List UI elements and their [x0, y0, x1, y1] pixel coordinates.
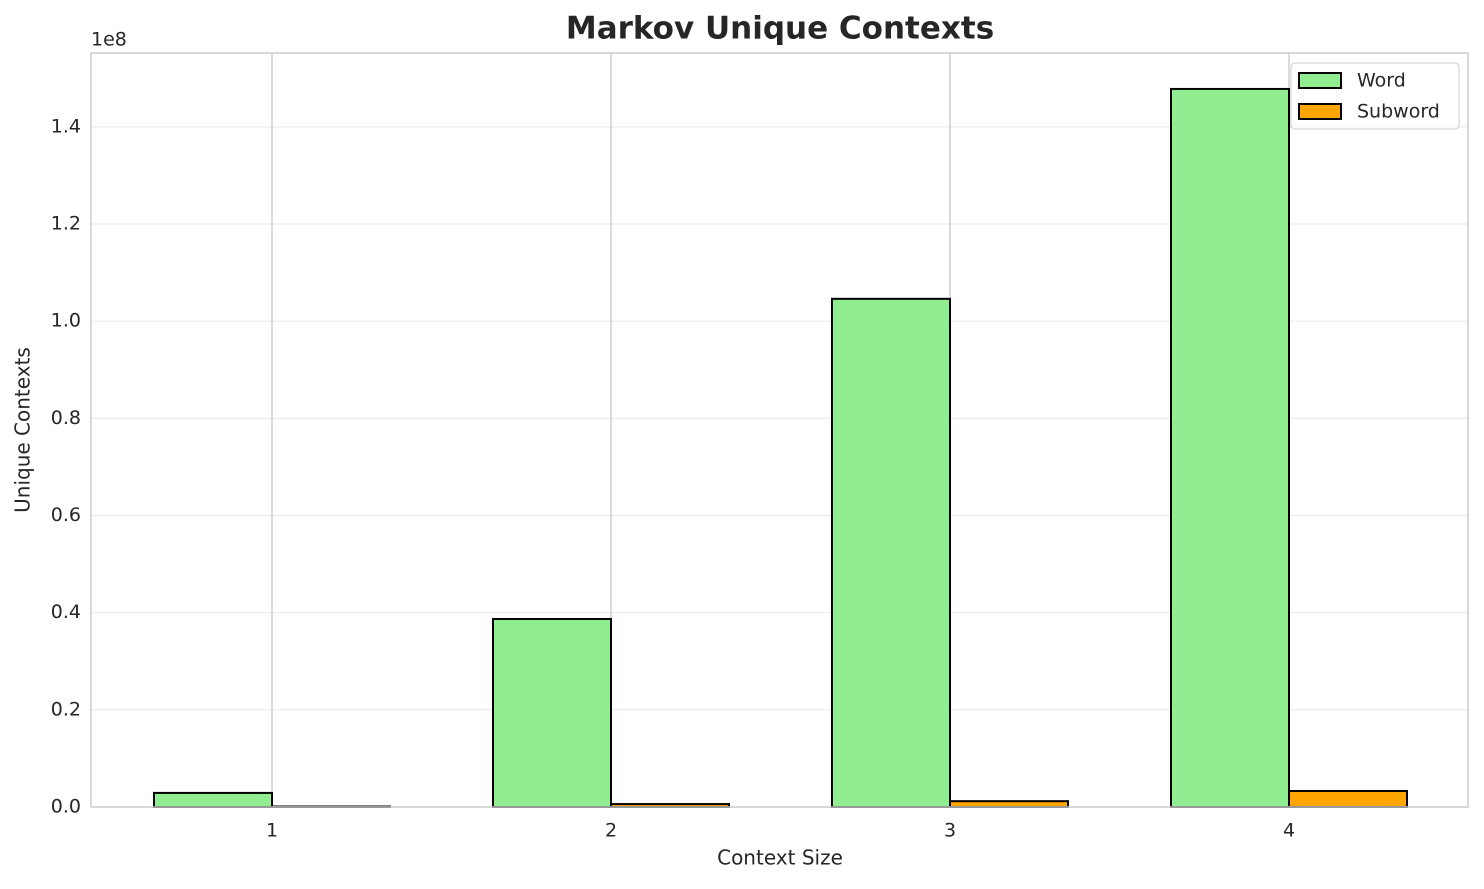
y-tick-label: 0.4 — [51, 601, 81, 623]
legend-label: Word — [1357, 70, 1406, 92]
bar — [154, 793, 272, 807]
legend-swatch — [1299, 73, 1341, 88]
bar — [832, 299, 950, 807]
y-tick-label: 0.0 — [51, 796, 81, 818]
legend-label: Subword — [1357, 101, 1440, 123]
bar — [950, 801, 1068, 807]
y-tick-label: 0.2 — [51, 698, 81, 720]
x-axis-label: Context Size — [717, 846, 843, 870]
y-tick-label: 0.6 — [51, 504, 81, 526]
bar — [1289, 791, 1407, 807]
x-tick-label: 3 — [944, 820, 956, 842]
y-tick-label: 1.4 — [51, 115, 81, 137]
y-offset-label: 1e8 — [91, 29, 127, 51]
bar — [493, 619, 611, 807]
x-tick-label: 1 — [266, 820, 278, 842]
legend-swatch — [1299, 104, 1341, 119]
y-tick-label: 0.8 — [51, 407, 81, 429]
bar — [1171, 89, 1289, 807]
x-tick-label: 2 — [605, 820, 617, 842]
y-tick-label: 1.2 — [51, 213, 81, 235]
y-tick-label: 1.0 — [51, 310, 81, 332]
y-axis-label: Unique Contexts — [11, 347, 35, 513]
x-tick-label: 4 — [1283, 820, 1295, 842]
chart-title: Markov Unique Contexts — [566, 11, 994, 47]
